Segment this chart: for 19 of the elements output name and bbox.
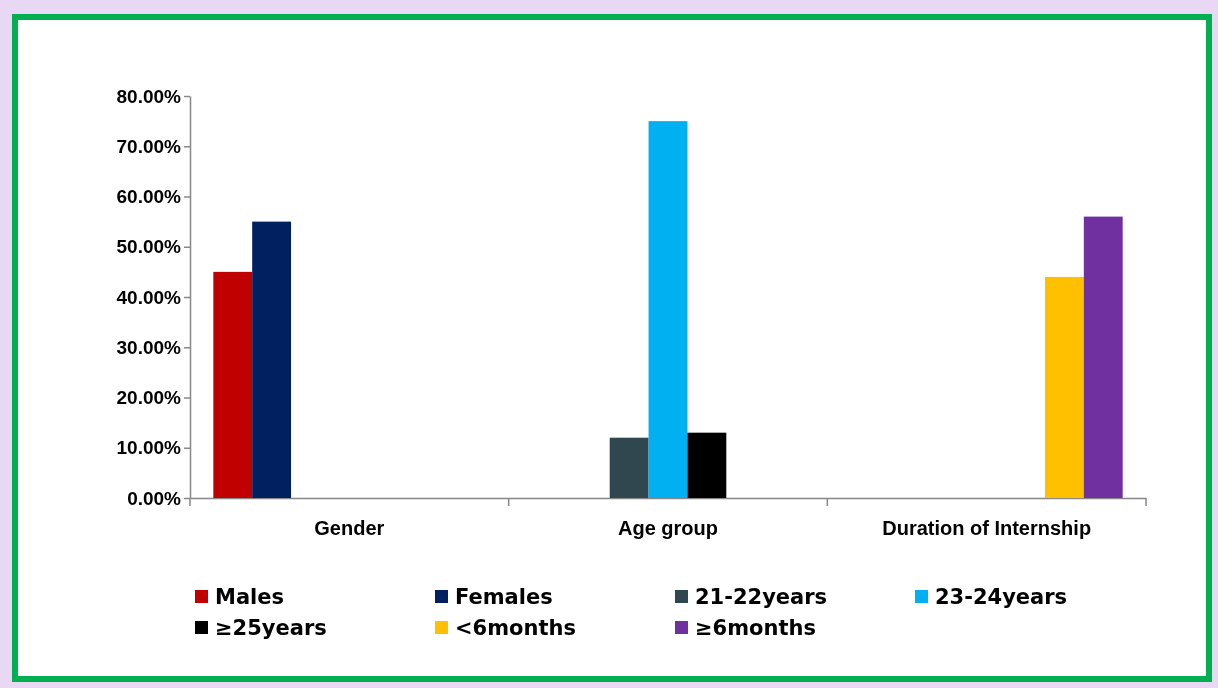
y-tick-label: 50.00% [116,236,182,258]
legend-label: 23-24years [935,585,1068,610]
x-tick-label: Gender [314,517,385,539]
legend-label: Females [455,585,553,610]
y-tick-label: 10.00% [116,437,182,459]
x-tick-label: Duration of Internship [882,517,1092,539]
x-tick-label: Age group [618,517,718,539]
y-tick-label: 70.00% [116,135,182,157]
legend-label: Males [215,585,285,610]
y-tick-label: 60.00% [116,186,182,208]
y-tick-label: 40.00% [116,286,182,308]
y-tick-label: 80.00% [116,85,182,107]
legend-label: ≥6months [695,616,816,641]
y-tick-label: 20.00% [116,387,182,409]
legend-label: <6months [455,616,576,641]
legend-label: ≥25years [215,616,327,641]
legend-label: 21-22years [695,585,828,610]
y-tick-label: 30.00% [116,336,182,358]
y-tick-label: 0.00% [127,487,182,509]
